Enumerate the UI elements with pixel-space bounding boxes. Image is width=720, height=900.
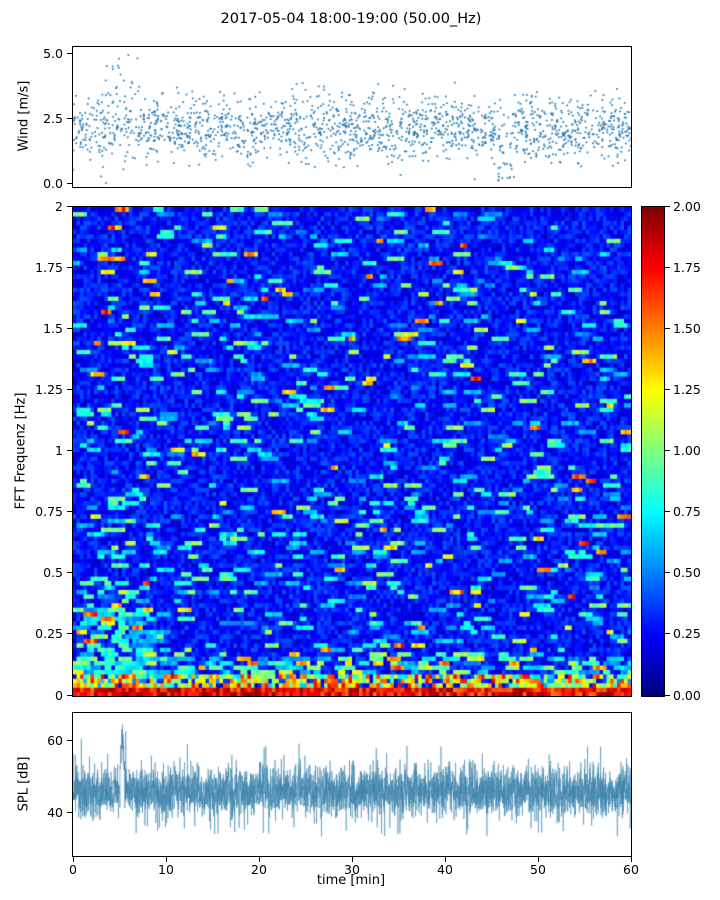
y-tick-label: 1.5 <box>43 320 63 336</box>
y-tick-label: 5.0 <box>43 46 63 62</box>
y-tick-label: 40 <box>47 804 63 820</box>
y-tick-label: 60 <box>47 733 63 749</box>
y-tick-mark <box>67 511 72 513</box>
x-tick-mark <box>351 857 353 862</box>
spl-ylabel: SPL [dB] <box>16 756 32 812</box>
x-tick-label: 30 <box>344 862 360 877</box>
colorbar-tick-label: 1.00 <box>673 443 701 458</box>
y-tick-mark <box>67 633 72 635</box>
y-tick-mark <box>67 450 72 451</box>
colorbar-tick-mark <box>665 572 670 574</box>
x-tick-mark <box>165 857 167 862</box>
colorbar-tick-mark <box>665 694 670 696</box>
y-tick-mark <box>67 182 72 184</box>
y-tick-label: 2 <box>55 198 63 214</box>
y-tick-label: 0.0 <box>43 175 63 191</box>
x-tick-label: 20 <box>251 862 267 877</box>
colorbar-tick-mark <box>665 633 670 635</box>
colorbar-tick-label: 1.75 <box>673 259 701 275</box>
time-xlabel: time [min] <box>316 873 386 888</box>
colorbar-tick-mark <box>665 205 670 207</box>
y-tick-label: 0.5 <box>43 565 63 581</box>
y-tick-label: 1 <box>55 443 63 458</box>
y-tick-mark <box>67 266 72 268</box>
wind-scatter-plot <box>72 46 632 188</box>
colorbar-tick-label: 1.50 <box>673 320 701 336</box>
y-tick-mark <box>67 694 72 696</box>
y-tick-mark <box>67 811 72 813</box>
x-tick-mark <box>258 857 260 862</box>
colorbar-tick-label: 0.25 <box>673 626 701 642</box>
colorbar-tick-mark <box>665 388 670 390</box>
x-tick-mark <box>630 857 632 862</box>
y-tick-mark <box>67 205 72 207</box>
y-tick-label: 1.25 <box>35 381 63 397</box>
x-tick-label: 0 <box>69 862 77 877</box>
colorbar-tick-mark <box>665 450 670 451</box>
y-tick-label: 2.5 <box>43 111 63 127</box>
colorbar-tick-label: 2.00 <box>673 198 701 214</box>
y-tick-mark <box>67 572 72 574</box>
y-tick-mark <box>67 53 72 55</box>
y-tick-label: 0.25 <box>35 626 63 642</box>
x-tick-mark <box>72 857 74 862</box>
x-tick-mark <box>537 857 539 862</box>
spl-line-plot <box>72 712 632 857</box>
colorbar-tick-mark <box>665 511 670 513</box>
y-tick-label: 0.75 <box>35 504 63 520</box>
y-tick-label: 0 <box>55 687 63 703</box>
colorbar-tick-mark <box>665 266 670 268</box>
colorbar-tick-label: 1.25 <box>673 381 701 397</box>
colorbar-tick-label: 0.00 <box>673 687 701 703</box>
colorbar <box>641 206 665 697</box>
x-tick-mark <box>444 857 446 862</box>
colorbar-tick-label: 0.50 <box>673 565 701 581</box>
y-tick-label: 1.75 <box>35 259 63 275</box>
y-tick-mark <box>67 327 72 329</box>
x-tick-label: 10 <box>158 862 174 877</box>
x-tick-label: 60 <box>623 862 639 877</box>
x-tick-label: 40 <box>437 862 453 877</box>
colorbar-tick-label: 0.75 <box>673 504 701 520</box>
y-tick-mark <box>67 118 72 120</box>
colorbar-tick-mark <box>665 327 670 329</box>
figure-title: 2017-05-04 18:00-19:00 (50.00_Hz) <box>220 11 482 27</box>
y-tick-mark <box>67 388 72 390</box>
x-tick-label: 50 <box>530 862 546 877</box>
y-tick-mark <box>67 740 72 742</box>
spectrogram-heatmap <box>72 206 632 697</box>
